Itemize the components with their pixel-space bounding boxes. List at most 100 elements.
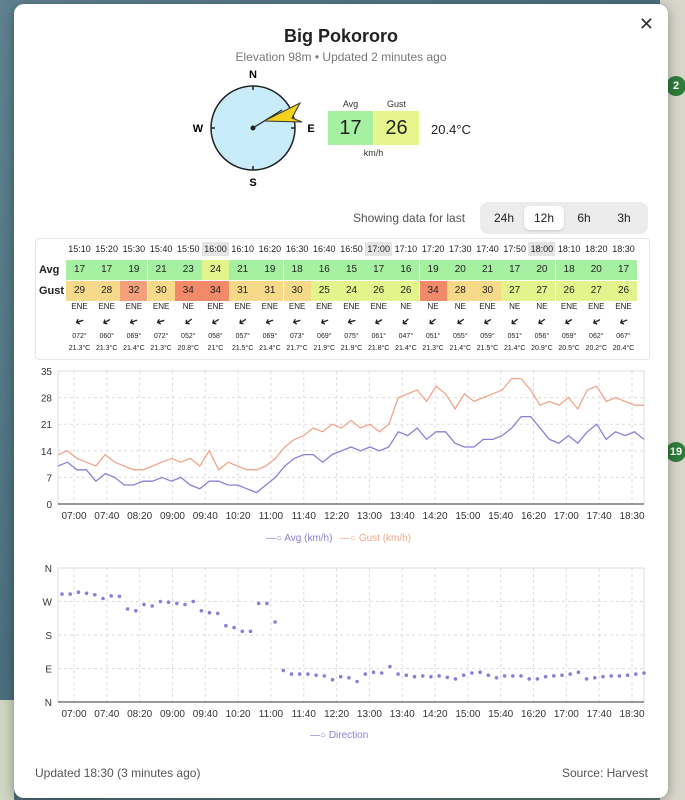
table-column: 17:00 17 26 ENE ➜ 061° 21.8°C [365,239,393,359]
map-station-marker[interactable]: 2 [666,76,685,96]
avg-cell: 16 [310,260,338,280]
close-icon[interactable]: ✕ [638,14,654,34]
x-tick-label: 11:00 [259,511,284,522]
x-tick-label: 15:00 [455,709,480,720]
y-tick-label: S [45,631,52,642]
gust-row-label: Gust [39,285,65,297]
table-column: 18:30 17 26 ENE ➜ 067° 20.4°C [610,239,637,359]
degree-cell: 073° [289,333,305,340]
x-tick-label: 15:40 [488,511,513,522]
map-station-marker[interactable]: 19 [666,442,685,462]
temperature-cell: 21.5°C [476,345,499,352]
avg-row-label: Avg [39,264,60,276]
temperature-cell: 20.5°C [558,345,580,352]
direction-point [642,671,646,675]
table-column: 16:10 21 31 ENE ➜ 057° 21.5°C [229,239,257,359]
wind-arrow-icon: ➜ [480,313,495,329]
direction-point [207,610,212,615]
x-tick-label: 09:40 [193,709,218,720]
avg-cell: 17 [66,260,93,280]
direction-point [511,674,515,678]
wind-arrow-icon: ➜ [263,313,277,329]
range-6h-button[interactable]: 6h [577,211,591,225]
degree-cell: 055° [453,333,468,340]
direction-cell: ENE [125,302,143,311]
legend-direction[interactable]: —○ Direction [310,730,369,741]
table-column: 17:40 21 30 ENE ➜ 059° 21.5°C [474,239,501,359]
wind-arrow-icon: ➜ [616,313,630,329]
table-column: 17:10 16 26 NE ➜ 047° 21.4°C [392,239,420,359]
y-tick-label: 7 [46,473,52,484]
degree-cell: 056° [534,333,550,340]
observations-table[interactable]: Avg Gust 15:10 17 29 ENE ➜ 072° 21.3°C 15:20 17 2… [35,238,650,360]
table-column: 15:10 17 29 ENE ➜ 072° 21.3°C [66,239,93,359]
gust-cell: 26 [365,281,393,301]
temperature-cell: 20.9°C [531,345,553,352]
direction-point [486,673,491,677]
x-tick-label: 18:30 [619,511,644,522]
wind-arrow-icon: ➜ [371,313,386,329]
table-column: 18:20 20 27 ENE ➜ 062° 20.2°C [582,239,610,359]
y-tick-label: 35 [41,367,53,378]
table-column: 16:20 19 31 ENE ➜ 069° 21.4°C [256,239,284,359]
gust-cell: 27 [582,281,610,301]
wind-arrow-icon: ➜ [589,313,603,329]
gust-cell: 28 [446,281,474,301]
direction-point [84,591,89,596]
x-tick-label: 10:20 [226,511,251,522]
degree-cell: 052° [181,333,196,340]
direction-point [338,674,343,679]
time-cell: 17:40 [476,244,499,254]
temperature-cell: 21.4°C [503,345,526,352]
direction-cell: NE [454,302,466,311]
direction-cell: ENE [615,302,632,311]
x-tick-label: 15:00 [455,511,480,522]
wind-arrow-icon: ➜ [208,313,223,329]
direction-cell: NE [400,302,412,311]
degree-cell: 075° [344,333,359,340]
range-24h-button[interactable]: 24h [493,211,515,225]
table-column: 15:40 21 30 ENE ➜ 072° 21.3°C [147,239,175,359]
direction-point [101,596,105,601]
gust-cell: 28 [93,281,121,301]
wind-arrow-icon: ➜ [154,313,168,329]
compass-north: N [249,69,257,81]
degree-cell: 072° [153,333,169,340]
temperature-cell: 21.7°C [286,345,308,352]
range-12h-button[interactable]: 12h [524,206,564,230]
direction-point [445,675,450,680]
legend-avg[interactable]: —○ Avg (km/h) [266,533,333,544]
time-cell: 16:30 [285,244,309,254]
table-column: 15:50 23 34 NE ➜ 052° 20.8°C [174,239,202,359]
legend-gust[interactable]: —○ Gust (km/h) [340,533,412,544]
y-tick-label: 14 [41,447,53,458]
gust-cell: 34 [174,281,202,301]
y-tick-label: E [45,665,52,676]
y-tick-label: W [43,598,53,609]
range-3h-button[interactable]: 3h [617,211,631,225]
gust-cell: 29 [66,281,93,301]
current-gust-value: 26 [374,111,419,145]
wind-arrow-icon: ➜ [235,313,250,329]
direction-cell: NE [536,302,548,311]
current-avg-value: 17 [328,111,373,145]
avg-cell: 17 [501,260,529,280]
direction-cell: ENE [71,302,88,311]
time-cell: 15:50 [177,244,200,254]
table-column: 16:30 18 30 ENE ➜ 073° 21.7°C [283,239,311,359]
direction-point [109,594,113,598]
x-tick-label: 14:20 [423,709,448,720]
avg-cell: 19 [256,260,284,280]
direction-point [601,674,605,679]
x-tick-label: 09:40 [193,511,218,522]
x-tick-label: 16:20 [521,511,546,522]
direction-cell: ENE [370,302,387,311]
direction-point [519,674,523,678]
direction-point [248,629,253,634]
degree-cell: 060° [99,333,114,340]
direction-point [273,620,277,624]
temperature-cell: 21.4°C [395,345,417,352]
time-cell: 17:00 [365,242,393,256]
table-column: 16:50 15 24 ENE ➜ 075° 21.9°C [338,239,365,359]
direction-point [560,673,564,677]
